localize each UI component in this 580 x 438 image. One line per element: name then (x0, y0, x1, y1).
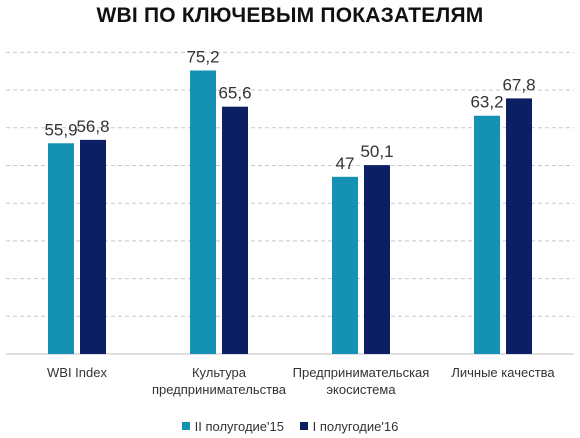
legend-label-series-1: II полугодие'15 (194, 418, 284, 434)
chart-legend: II полугодие'15 I полугодие'16 (0, 418, 580, 434)
bar-series-1 (474, 115, 500, 355)
category-label: Личные качества (451, 365, 555, 380)
bar-series-1 (190, 70, 216, 354)
data-label: 55,9 (44, 120, 77, 139)
legend-swatch-series-2 (299, 422, 308, 430)
legend-item-series-2: I полугодие'16 (299, 418, 399, 434)
data-label: 50,1 (360, 142, 393, 161)
legend-item-series-1: II полугодие'15 (181, 418, 284, 434)
legend-label-series-2: I полугодие'16 (312, 418, 399, 434)
data-label: 47 (336, 154, 355, 173)
category-label: WBI Index (47, 365, 107, 380)
legend-swatch-series-1 (181, 422, 190, 430)
bar-series-2 (506, 98, 532, 354)
bar-series-1 (332, 176, 358, 354)
category-label: экосистема (326, 382, 396, 397)
bar-series-2 (80, 139, 106, 354)
category-label: Культура (192, 365, 247, 380)
chart-title: WBI ПО КЛЮЧЕВЫМ ПОКАЗАТЕЛЯМ (96, 4, 484, 27)
bar-series-2 (222, 106, 248, 354)
data-label: 63,2 (470, 93, 503, 112)
category-label: предпринимательства (152, 382, 287, 397)
data-label: 75,2 (186, 47, 219, 66)
data-label: 65,6 (218, 84, 251, 103)
bar-series-1 (48, 143, 74, 354)
bar-series-2 (364, 165, 390, 354)
data-label: 56,8 (76, 117, 109, 136)
category-label: Предпринимательская (293, 365, 430, 380)
data-label: 67,8 (502, 75, 535, 94)
